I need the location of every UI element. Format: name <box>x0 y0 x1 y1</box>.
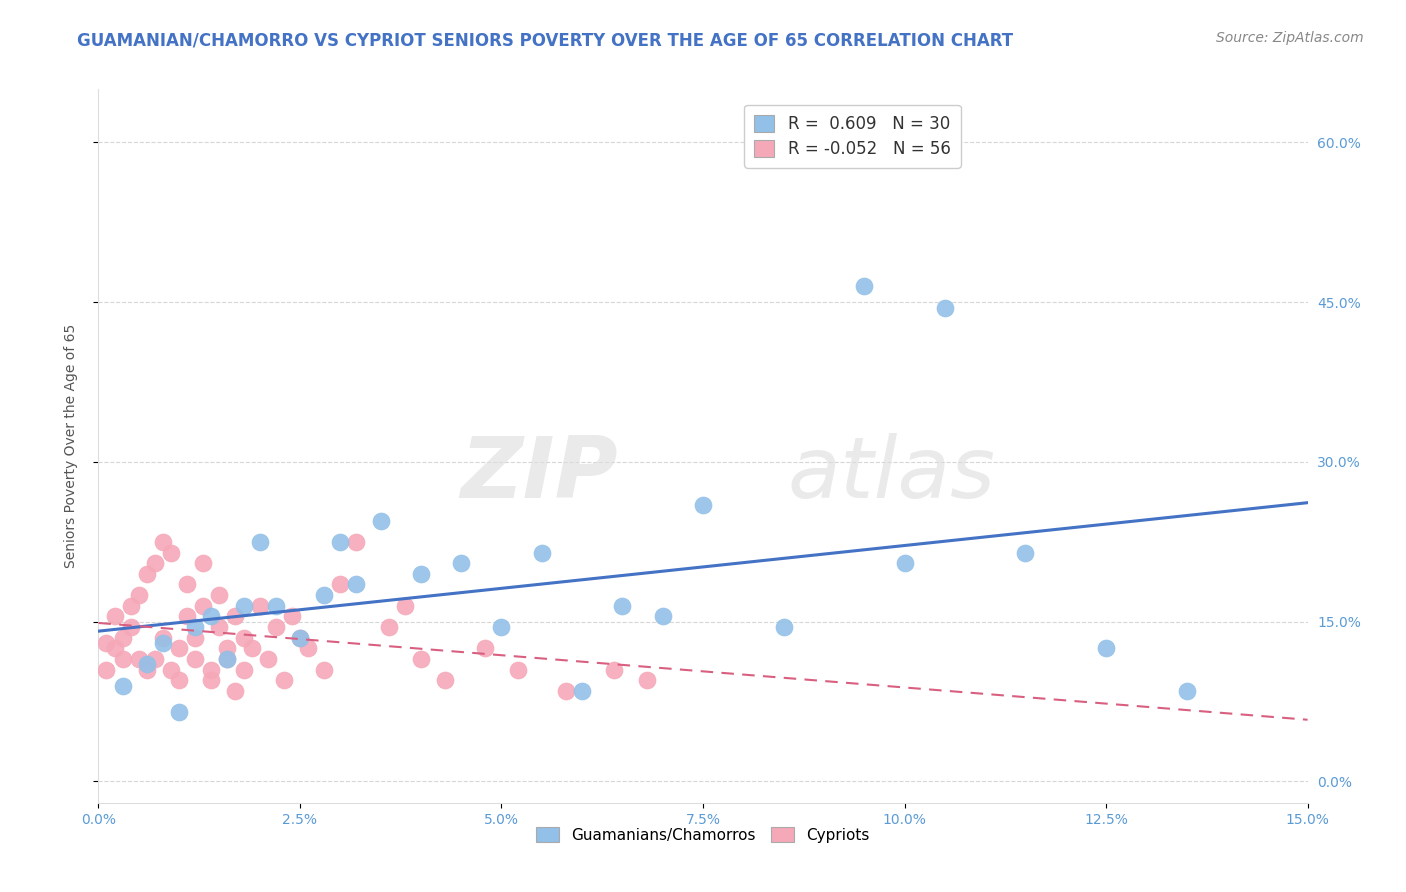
Point <box>1175 684 1198 698</box>
Point <box>651 609 673 624</box>
Point <box>143 556 166 570</box>
Point <box>1095 641 1118 656</box>
Point <box>128 652 150 666</box>
Point <box>240 641 263 656</box>
Point <box>636 673 658 688</box>
Point <box>184 652 207 666</box>
Point <box>772 620 794 634</box>
Point <box>249 599 271 613</box>
Point <box>135 566 157 581</box>
Point <box>217 652 239 666</box>
Point <box>184 631 207 645</box>
Point <box>152 631 174 645</box>
Point <box>224 684 246 698</box>
Point <box>530 545 553 559</box>
Point <box>152 534 174 549</box>
Point <box>120 599 142 613</box>
Point <box>232 631 254 645</box>
Text: atlas: atlas <box>787 433 995 516</box>
Point <box>264 620 287 634</box>
Point <box>934 301 956 315</box>
Point <box>612 599 634 613</box>
Point <box>344 577 367 591</box>
Point <box>135 663 157 677</box>
Point <box>344 534 367 549</box>
Point <box>176 609 198 624</box>
Point <box>893 556 915 570</box>
Point <box>692 498 714 512</box>
Point <box>103 641 125 656</box>
Point <box>128 588 150 602</box>
Point <box>208 588 231 602</box>
Point <box>200 609 222 624</box>
Point <box>184 620 207 634</box>
Point <box>409 652 432 666</box>
Point <box>200 663 222 677</box>
Point <box>555 684 578 698</box>
Point <box>232 599 254 613</box>
Y-axis label: Seniors Poverty Over the Age of 65: Seniors Poverty Over the Age of 65 <box>63 324 77 568</box>
Point <box>167 641 190 656</box>
Point <box>160 663 183 677</box>
Point <box>193 556 215 570</box>
Point <box>224 609 246 624</box>
Point <box>1014 545 1036 559</box>
Point <box>217 652 239 666</box>
Point <box>474 641 496 656</box>
Point <box>281 609 304 624</box>
Point <box>200 673 222 688</box>
Point <box>249 534 271 549</box>
Point <box>603 663 626 677</box>
Point <box>167 706 190 720</box>
Point <box>217 641 239 656</box>
Text: Source: ZipAtlas.com: Source: ZipAtlas.com <box>1216 31 1364 45</box>
Legend: Guamanians/Chamorros, Cypriots: Guamanians/Chamorros, Cypriots <box>530 821 876 848</box>
Point <box>232 663 254 677</box>
Point <box>329 577 352 591</box>
Point <box>409 566 432 581</box>
Point <box>103 609 125 624</box>
Text: GUAMANIAN/CHAMORRO VS CYPRIOT SENIORS POVERTY OVER THE AGE OF 65 CORRELATION CHA: GUAMANIAN/CHAMORRO VS CYPRIOT SENIORS PO… <box>77 31 1014 49</box>
Point <box>208 620 231 634</box>
Point <box>370 514 392 528</box>
Point <box>135 657 157 672</box>
Point <box>329 534 352 549</box>
Point <box>193 599 215 613</box>
Point <box>264 599 287 613</box>
Point <box>297 641 319 656</box>
Point <box>256 652 278 666</box>
Point <box>273 673 295 688</box>
Point <box>111 652 134 666</box>
Point <box>394 599 416 613</box>
Point <box>176 577 198 591</box>
Point <box>288 631 311 645</box>
Point <box>571 684 593 698</box>
Point <box>491 620 513 634</box>
Point <box>450 556 472 570</box>
Point <box>111 679 134 693</box>
Point <box>377 620 399 634</box>
Point <box>160 545 183 559</box>
Point <box>506 663 529 677</box>
Point <box>111 631 134 645</box>
Point <box>96 663 118 677</box>
Text: ZIP: ZIP <box>461 433 619 516</box>
Point <box>120 620 142 634</box>
Point <box>288 631 311 645</box>
Point <box>434 673 457 688</box>
Point <box>152 636 174 650</box>
Point <box>167 673 190 688</box>
Point <box>853 279 876 293</box>
Point <box>143 652 166 666</box>
Point <box>314 663 336 677</box>
Point <box>96 636 118 650</box>
Point <box>314 588 336 602</box>
